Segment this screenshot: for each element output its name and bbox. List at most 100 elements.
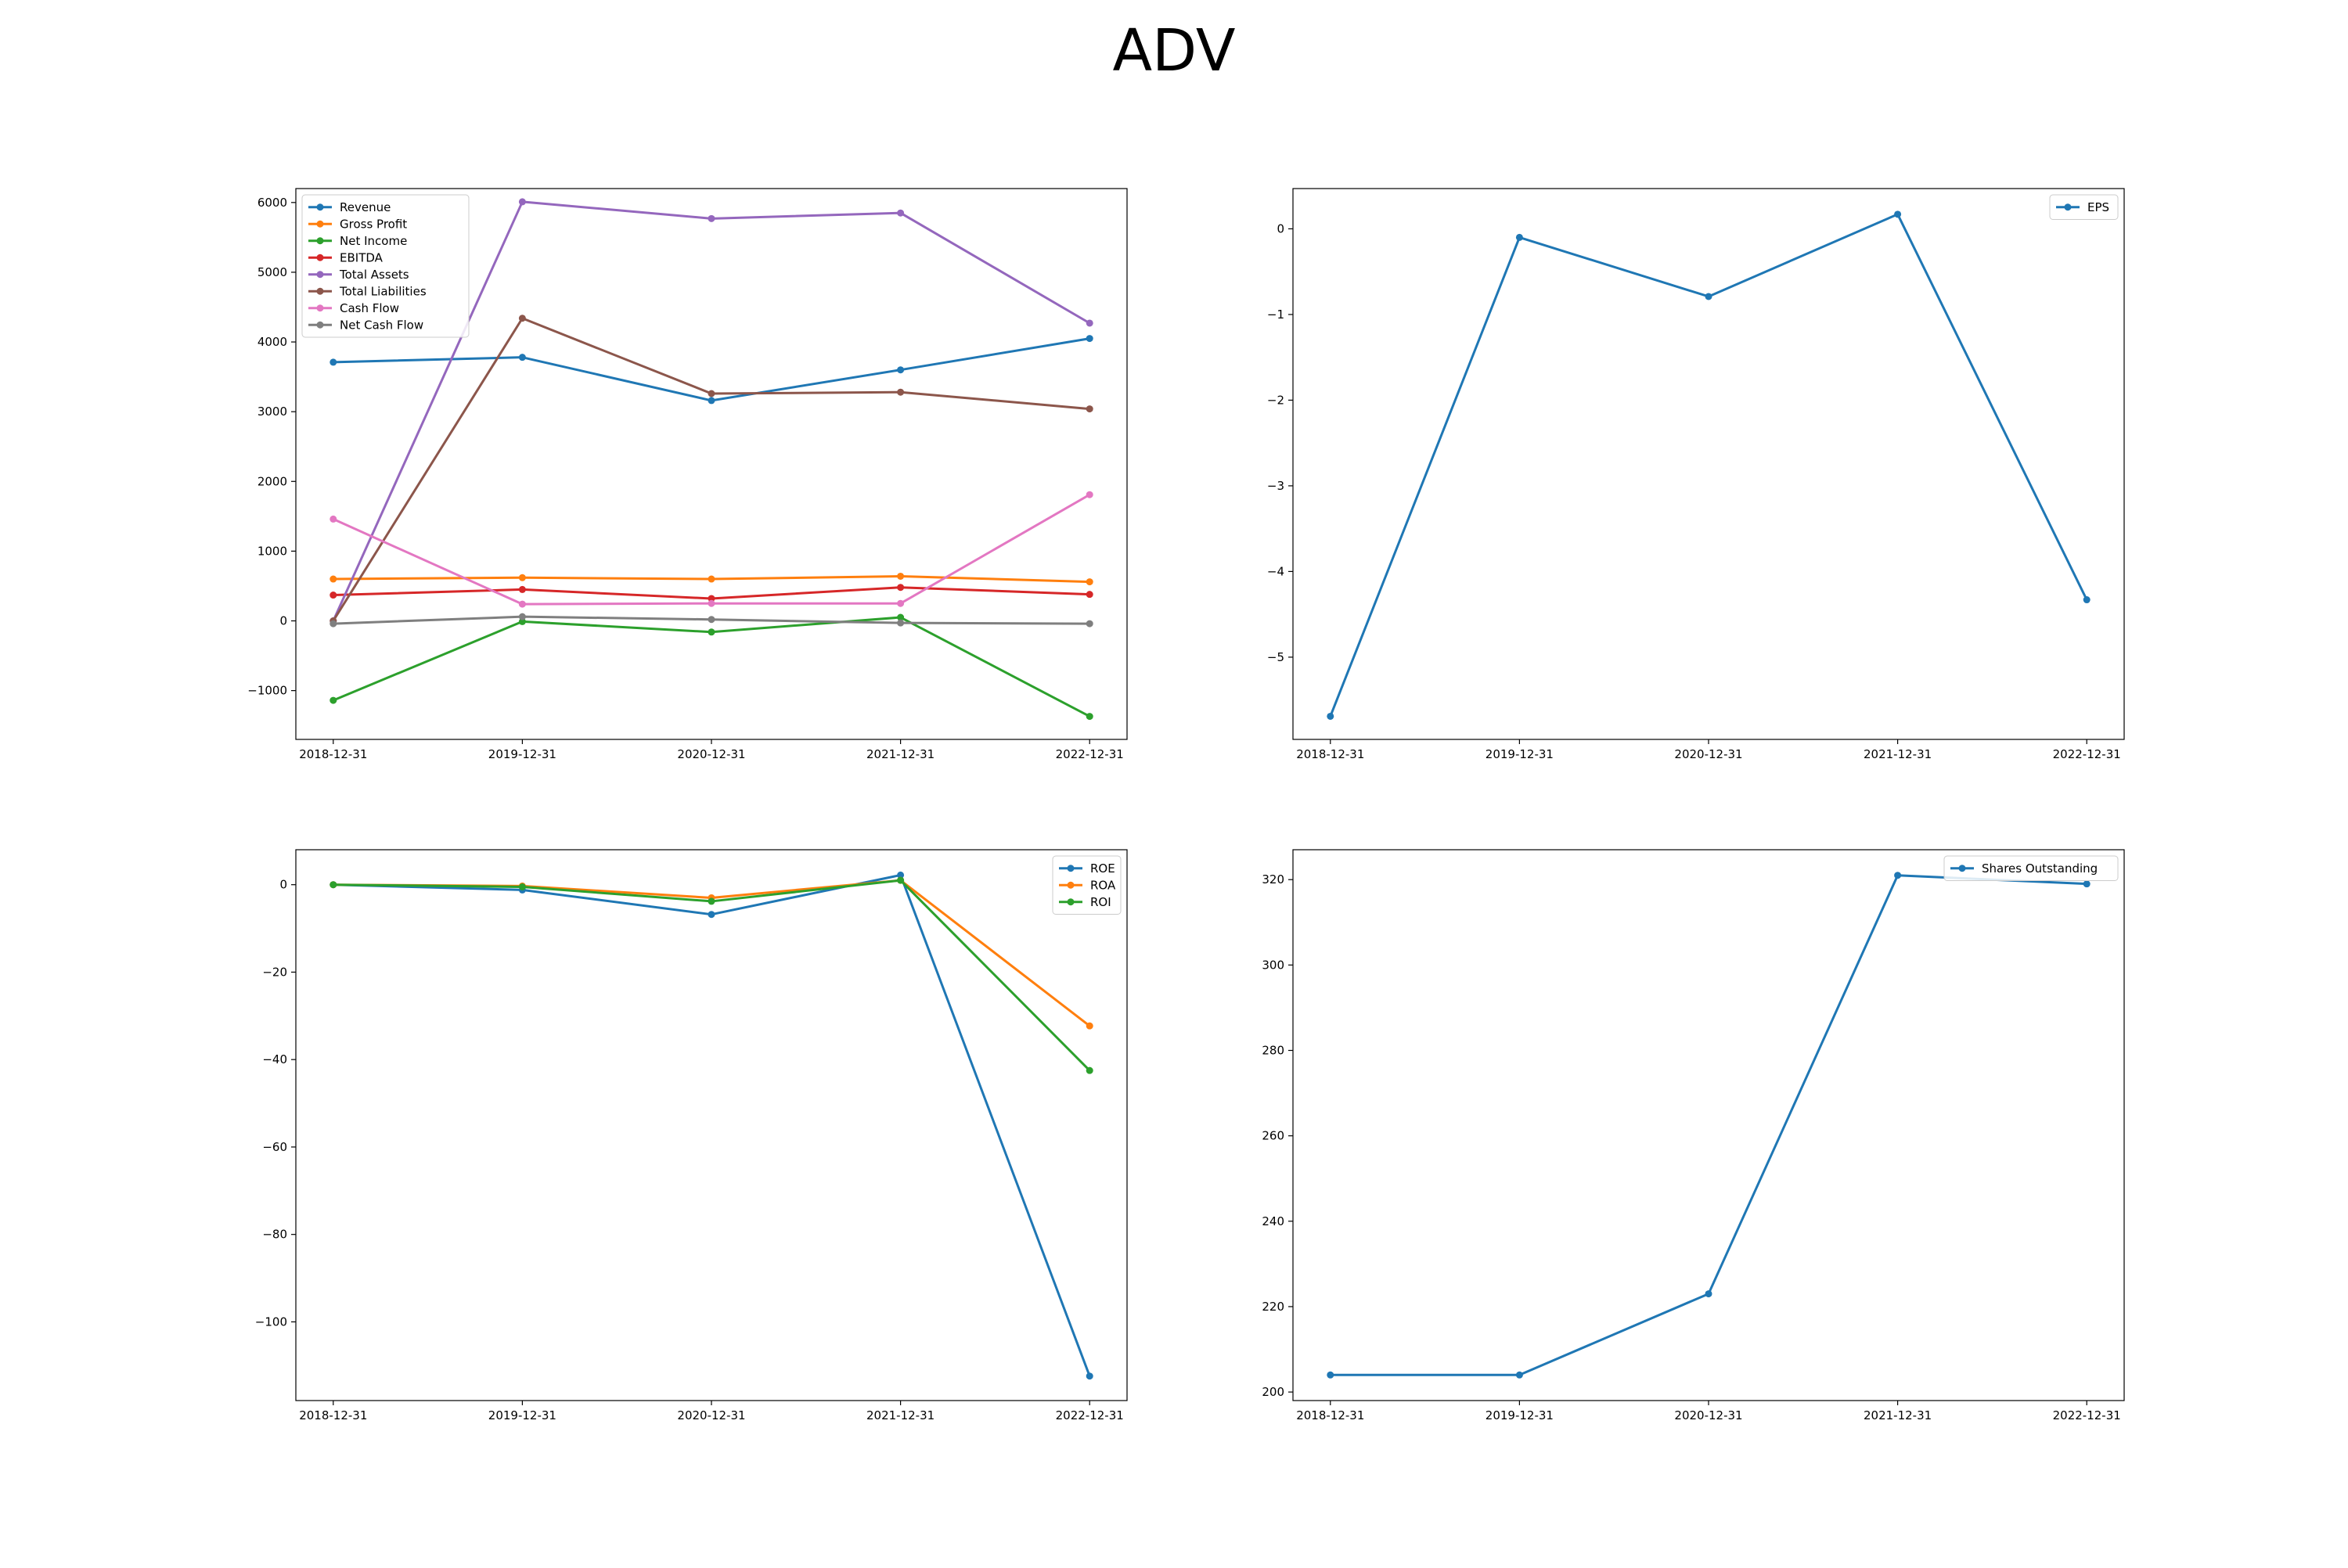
series-roi xyxy=(330,876,1093,1074)
legend-label: Gross Profit xyxy=(340,217,407,231)
data-point xyxy=(897,366,905,374)
data-point xyxy=(2083,880,2091,888)
data-point xyxy=(1705,1290,1712,1298)
legend-label: Shares Outstanding xyxy=(1982,861,2098,876)
series-roe xyxy=(330,871,1093,1380)
y-tick-label: 280 xyxy=(1262,1043,1284,1057)
data-point xyxy=(708,628,715,636)
data-point xyxy=(1086,335,1093,343)
series-line xyxy=(1330,874,2087,1376)
x-tick-label: 2018-12-31 xyxy=(299,747,367,761)
chart-1: 2018-12-31 2019-12-31 2020-12-31 2021-12-31… xyxy=(247,188,1128,761)
series-line xyxy=(333,493,1090,606)
series-total-liabilities xyxy=(330,315,1093,625)
legend-marker xyxy=(1067,898,1075,906)
legend: ROE ROA ROI xyxy=(1052,855,1122,915)
y-tick-label: 0 xyxy=(279,878,287,892)
y-tick-label: −1000 xyxy=(247,684,287,698)
y-tick-label: −80 xyxy=(262,1228,287,1242)
y-tick-label: 2000 xyxy=(257,474,287,488)
series-shares-outstanding xyxy=(1327,872,2091,1379)
series-net-cash-flow xyxy=(330,613,1093,628)
data-point xyxy=(518,613,526,620)
data-point xyxy=(330,881,337,889)
legend-label: Cash Flow xyxy=(340,301,399,315)
series-line xyxy=(333,879,1091,1072)
data-point xyxy=(1327,712,1334,720)
data-point xyxy=(1515,233,1523,241)
data-point xyxy=(897,876,905,884)
x-tick-label: 2020-12-31 xyxy=(677,1408,745,1422)
legend-label: Revenue xyxy=(340,200,391,214)
legend-marker xyxy=(316,203,324,211)
y-tick-label: 300 xyxy=(1262,958,1284,972)
legend-marker xyxy=(1067,881,1075,889)
data-point xyxy=(330,515,337,523)
data-point xyxy=(708,599,715,607)
legend-label: ROE xyxy=(1090,861,1115,876)
data-point xyxy=(330,592,337,599)
x-tick-label: 2022-12-31 xyxy=(1056,1408,1124,1422)
data-point xyxy=(897,599,905,607)
y-tick-label: 4000 xyxy=(257,335,287,349)
data-point xyxy=(330,575,337,583)
data-point xyxy=(897,388,905,396)
legend-label: Net Income xyxy=(340,234,407,248)
data-point xyxy=(1705,293,1712,300)
legend: EPS xyxy=(2049,194,2119,220)
data-point xyxy=(1894,872,1902,879)
legend-label: Net Cash Flow xyxy=(340,318,423,332)
data-point xyxy=(1515,1371,1523,1379)
legend-box xyxy=(1943,855,2119,881)
data-point xyxy=(1086,591,1093,599)
legend-label: EPS xyxy=(2087,200,2109,214)
chart-3: 2018-12-31 2019-12-31 2020-12-31 2021-12-31… xyxy=(255,849,1128,1422)
y-tick-label: 3000 xyxy=(257,405,287,419)
data-point xyxy=(708,214,715,222)
legend-marker xyxy=(316,321,324,329)
series-ebitda xyxy=(330,584,1093,602)
data-point xyxy=(518,315,526,322)
data-point xyxy=(330,358,337,366)
x-tick-label: 2022-12-31 xyxy=(2053,1408,2121,1422)
data-point xyxy=(1086,620,1093,628)
x-tick-label: 2019-12-31 xyxy=(1486,747,1554,761)
legend-label: Total Assets xyxy=(339,268,409,282)
series-eps xyxy=(1327,210,2091,720)
data-point xyxy=(518,198,526,206)
data-point xyxy=(1086,319,1093,327)
y-tick-label: −2 xyxy=(1267,393,1284,407)
x-tick-label: 2018-12-31 xyxy=(299,1408,367,1422)
series-revenue xyxy=(330,335,1093,405)
y-tick-label: 320 xyxy=(1262,872,1284,886)
y-tick-label: 6000 xyxy=(257,196,287,210)
legend-marker xyxy=(2064,203,2072,211)
x-tick-label: 2022-12-31 xyxy=(1056,747,1124,761)
x-tick-label: 2020-12-31 xyxy=(1674,747,1742,761)
data-point xyxy=(518,617,526,625)
y-tick-label: −40 xyxy=(262,1052,287,1066)
legend-marker xyxy=(316,237,324,245)
y-tick-label: −5 xyxy=(1267,650,1284,664)
series-cash-flow xyxy=(330,491,1093,608)
axes-frame xyxy=(295,849,1128,1401)
x-tick-label: 2021-12-31 xyxy=(1864,747,1932,761)
data-point xyxy=(1327,1371,1334,1379)
y-tick-label: −4 xyxy=(1267,564,1284,578)
legend-box xyxy=(2049,194,2119,220)
y-tick-label: 240 xyxy=(1262,1214,1284,1228)
data-point xyxy=(897,871,905,879)
series-net-income xyxy=(330,613,1093,721)
data-point xyxy=(1894,210,1902,218)
series-gross-profit xyxy=(330,572,1093,586)
figure-title: ADV xyxy=(1112,17,1236,85)
chart-4: 2018-12-31 2019-12-31 2020-12-31 2021-12-31… xyxy=(1262,849,2125,1422)
legend-label: Total Liabilities xyxy=(339,284,427,298)
y-tick-label: 0 xyxy=(279,614,287,628)
data-point xyxy=(518,883,526,890)
x-tick-label: 2022-12-31 xyxy=(2053,747,2121,761)
data-point xyxy=(518,585,526,593)
data-point xyxy=(897,619,905,627)
series-line xyxy=(1329,213,2088,717)
